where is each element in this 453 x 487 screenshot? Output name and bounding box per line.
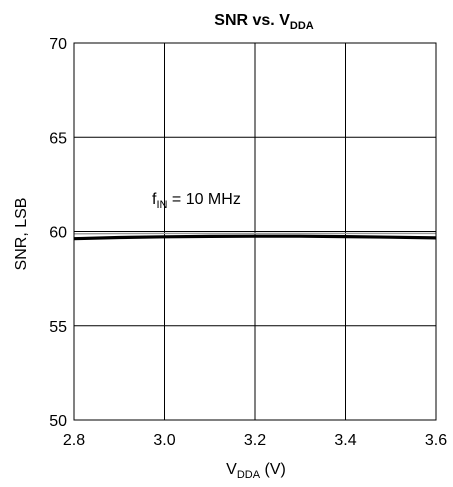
- plot-frame: [73, 42, 437, 421]
- series-annotation: fIN = 10 MHz: [152, 191, 241, 211]
- x-tick-label: 3.4: [334, 432, 356, 449]
- series-annotation-value: = 10 MHz: [167, 191, 240, 208]
- chart-title: SNR vs. VDDA: [214, 12, 313, 32]
- series-annotation-subscript: IN: [156, 199, 167, 211]
- y-tick-label: 55: [49, 319, 67, 336]
- x-tick-label: 3.6: [425, 432, 447, 449]
- y-tick-label: 65: [49, 130, 67, 147]
- x-axis-label: VDDA (V): [226, 461, 286, 481]
- x-axis-label-subscript: DDA: [237, 469, 261, 481]
- x-tick-label: 3.0: [153, 432, 175, 449]
- x-tick-label: 2.8: [63, 432, 85, 449]
- y-tick-label: 60: [49, 225, 67, 242]
- series-lines: [73, 232, 437, 241]
- y-tick-label: 70: [49, 36, 67, 53]
- y-axis-label: SNR, LSB: [13, 198, 30, 271]
- y-tick-labels: 70 65 60 55 50: [49, 36, 67, 430]
- x-tick-labels: 2.8 3.0 3.2 3.4 3.6: [63, 432, 447, 449]
- grid-lines: [73, 42, 437, 421]
- x-tick-label: 3.2: [244, 432, 266, 449]
- chart-title-subscript: DDA: [290, 20, 314, 32]
- y-tick-label: 50: [49, 413, 67, 430]
- x-axis-label-unit: (V): [260, 461, 286, 478]
- series-line-0: [73, 234, 437, 241]
